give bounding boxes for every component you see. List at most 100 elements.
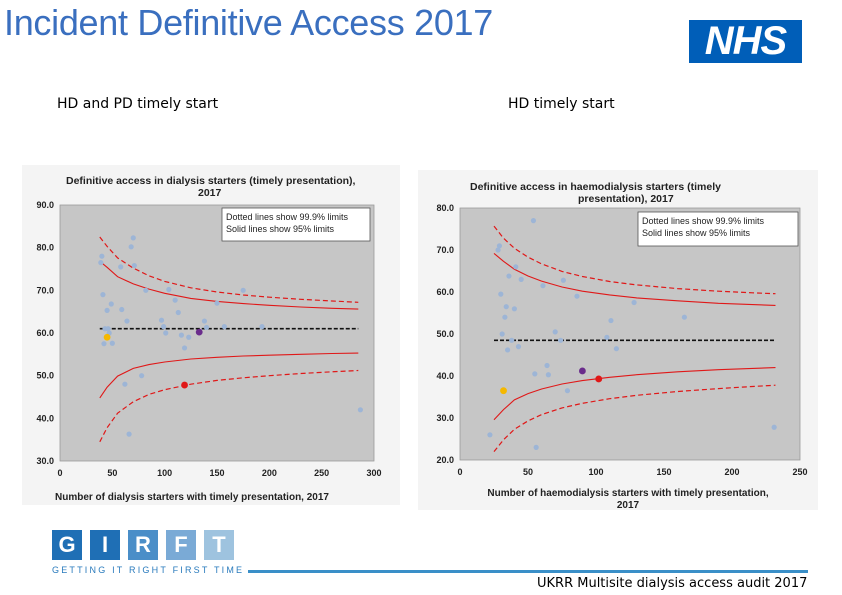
data-point <box>100 292 106 298</box>
data-point <box>530 218 537 224</box>
legend-entry: Dotted lines show 99.9% limits <box>226 212 349 222</box>
lower-95-limit <box>493 367 776 421</box>
data-point <box>681 314 687 320</box>
data-point <box>172 297 178 303</box>
y-tick-label: 50.0 <box>436 329 454 339</box>
girft-divider-line <box>248 570 808 573</box>
girft-letter: F <box>166 530 196 560</box>
legend-box <box>637 211 799 247</box>
data-point <box>487 432 493 438</box>
data-point <box>166 286 172 293</box>
y-tick-label: 20.0 <box>436 455 454 465</box>
chart-title-line-2: presentation), 2017 <box>578 193 674 205</box>
data-point <box>505 347 511 353</box>
footer-source: UKRR Multisite dialysis access audit 201… <box>537 576 808 591</box>
data-point <box>98 260 104 266</box>
data-point <box>108 301 114 307</box>
y-tick-label: 40.0 <box>436 371 454 381</box>
x-tick-label: 200 <box>262 468 277 478</box>
data-point <box>158 317 165 323</box>
data-point <box>126 431 132 437</box>
data-point <box>221 324 227 330</box>
data-point <box>203 324 210 331</box>
highlight-point <box>103 333 111 341</box>
data-point <box>240 287 246 293</box>
chart-left: Definitive access in dialysis starters (… <box>36 175 381 503</box>
girft-tagline: GETTING IT RIGHT FIRST TIME <box>52 565 245 575</box>
data-point <box>104 307 110 313</box>
data-point <box>631 299 637 306</box>
data-point <box>515 344 522 350</box>
data-point <box>357 407 363 413</box>
data-point <box>201 318 208 324</box>
data-point <box>161 324 167 330</box>
data-point <box>558 337 564 343</box>
data-point <box>128 244 134 250</box>
subtitle-right: HD timely start <box>508 96 615 112</box>
y-tick-label: 70.0 <box>36 285 54 295</box>
legend-entry: Dotted lines show 99.9% limits <box>642 216 765 226</box>
legend-entry: Solid lines show 95% limits <box>226 224 335 234</box>
data-point <box>544 362 550 369</box>
data-point <box>506 273 512 279</box>
data-point <box>130 235 136 241</box>
data-point <box>540 283 546 289</box>
data-point <box>259 324 265 330</box>
y-tick-label: 30.0 <box>436 413 454 423</box>
data-point <box>109 340 115 346</box>
data-point <box>533 444 539 450</box>
data-point <box>118 264 124 270</box>
upper-99-9-limit <box>99 236 359 303</box>
upper-95-limit <box>99 260 359 310</box>
data-point <box>513 264 519 270</box>
x-tick-label: 250 <box>314 468 329 478</box>
y-tick-label: 90.0 <box>36 200 54 210</box>
data-point <box>99 253 105 259</box>
girft-letter: I <box>90 530 120 560</box>
highlight-point <box>181 381 188 389</box>
data-point <box>604 334 610 340</box>
data-point <box>608 317 614 324</box>
data-point <box>143 287 149 293</box>
y-tick-label: 80.0 <box>436 203 454 213</box>
lower-99-9-limit <box>99 369 359 443</box>
data-point <box>181 345 188 351</box>
data-point <box>499 331 505 337</box>
data-point <box>163 330 169 336</box>
x-tick-label: 150 <box>209 468 224 478</box>
data-point <box>131 262 137 269</box>
data-point <box>105 326 111 332</box>
data-point <box>564 388 571 394</box>
data-point <box>503 304 509 310</box>
data-point <box>613 346 619 352</box>
data-point <box>532 371 538 377</box>
highlight-point <box>195 328 203 336</box>
data-point <box>214 300 220 306</box>
x-tick-label: 0 <box>57 468 62 478</box>
lower-99-9-limit <box>493 384 776 452</box>
data-point <box>101 341 107 347</box>
y-tick-label: 60.0 <box>436 287 454 297</box>
data-point <box>175 309 181 316</box>
x-tick-label: 200 <box>724 467 739 477</box>
x-tick-label: 50 <box>107 468 117 478</box>
data-point <box>509 337 515 343</box>
x-tick-label: 100 <box>157 468 172 478</box>
chart-title-line-2: 2017 <box>198 187 222 199</box>
y-tick-label: 40.0 <box>36 413 54 423</box>
x-axis-label-line-2: 2017 <box>617 500 640 511</box>
data-point <box>122 381 128 387</box>
data-point <box>498 291 504 297</box>
data-point <box>139 373 145 379</box>
data-point <box>560 277 566 283</box>
data-point <box>124 318 130 324</box>
data-point <box>502 314 508 320</box>
upper-95-limit <box>493 252 776 306</box>
legend-entry: Solid lines show 95% limits <box>642 228 751 238</box>
chart-right: Definitive access in haemodialysis start… <box>436 181 807 511</box>
data-point <box>574 293 580 299</box>
x-axis-label-line-1: Number of haemodialysis starters with ti… <box>487 488 768 499</box>
page-title: Incident Definitive Access 2017 <box>4 2 493 43</box>
data-point <box>496 243 503 249</box>
x-tick-label: 0 <box>457 467 462 477</box>
